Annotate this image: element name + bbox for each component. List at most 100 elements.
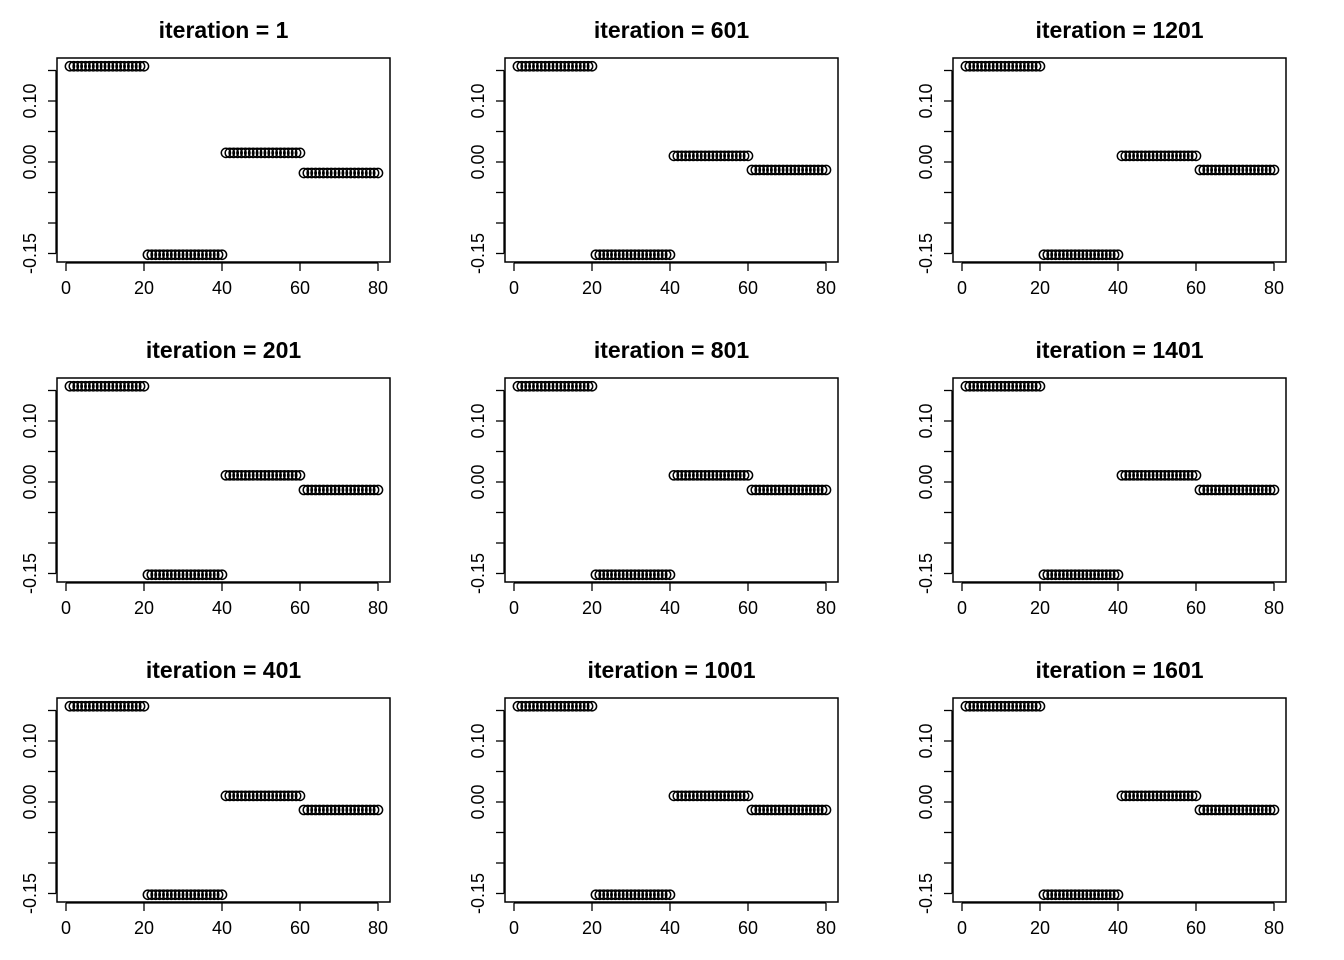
data-point [220, 469, 232, 481]
data-point [742, 790, 754, 802]
data-point [785, 484, 797, 496]
data-point [306, 804, 318, 816]
data-point [1268, 484, 1280, 496]
data-point [672, 469, 684, 481]
data-point [279, 790, 290, 802]
data-point [543, 700, 555, 712]
data-point [1011, 700, 1022, 712]
data-point [1249, 484, 1260, 496]
panel-title: iteration = 1601 [1035, 657, 1203, 683]
data-point [617, 249, 629, 261]
data-point [130, 60, 142, 72]
data-point [240, 790, 251, 802]
data-point [1077, 889, 1089, 901]
data-point [173, 889, 185, 901]
data-point [353, 167, 364, 179]
data-point [535, 60, 547, 72]
data-point [528, 700, 539, 712]
data-point [610, 569, 621, 581]
data-point [318, 167, 329, 179]
data-point [777, 804, 789, 816]
data-point [801, 804, 812, 816]
data-point [820, 164, 832, 176]
data-point [1202, 484, 1214, 496]
data-point [1155, 150, 1167, 162]
data-point [1022, 380, 1034, 392]
data-point [793, 804, 805, 816]
data-point [1217, 164, 1229, 176]
data-point [719, 469, 730, 481]
data-point [1178, 790, 1190, 802]
data-point [138, 60, 150, 72]
data-point [617, 889, 629, 901]
data-point [1046, 249, 1058, 261]
data-point [1026, 700, 1038, 712]
data-point [1030, 700, 1042, 712]
data-point [279, 147, 290, 159]
data-point [251, 790, 263, 802]
data-point [1194, 164, 1206, 176]
data-point [72, 380, 84, 392]
data-point [520, 60, 532, 72]
data-point [1116, 469, 1128, 481]
data-point [995, 380, 1007, 392]
data-point [590, 889, 602, 901]
data-point [119, 700, 130, 712]
x-tick-label: 20 [1030, 278, 1050, 298]
data-point [123, 60, 134, 72]
data-point [177, 889, 189, 901]
data-point [555, 700, 567, 712]
data-point [64, 700, 76, 712]
data-point [72, 60, 84, 72]
data-point [754, 804, 766, 816]
data-point [762, 804, 773, 816]
data-point [1159, 469, 1171, 481]
panel-2: iteration = 601 0 20 40 60 80 -0.15 0.00 0.10 [468, 17, 839, 298]
x-tick-label: 80 [816, 598, 836, 618]
data-point [734, 150, 746, 162]
data-point [551, 60, 563, 72]
data-point [586, 700, 598, 712]
data-point [1007, 380, 1019, 392]
data-point [1268, 804, 1280, 816]
data-point [1171, 150, 1182, 162]
data-point [621, 569, 633, 581]
data-point [738, 469, 750, 481]
data-point [532, 380, 543, 392]
data-point [668, 790, 680, 802]
data-point [99, 700, 111, 712]
data-point [337, 484, 349, 496]
data-point [664, 249, 676, 261]
data-point [173, 249, 185, 261]
x-tick-label: 20 [1030, 598, 1050, 618]
data-point [1038, 569, 1050, 581]
data-point [185, 889, 197, 901]
data-point [699, 790, 711, 802]
data-point [345, 167, 357, 179]
data-point [119, 380, 130, 392]
data-point [769, 484, 781, 496]
data-point [1015, 700, 1026, 712]
data-point [539, 60, 551, 72]
data-point [532, 60, 543, 72]
data-point [162, 569, 173, 581]
data-point [224, 790, 236, 802]
y-tick-label: -0.15 [468, 553, 488, 594]
data-point [220, 790, 232, 802]
data-point [727, 790, 738, 802]
data-point [754, 164, 766, 176]
data-point [1042, 569, 1054, 581]
data-point [987, 380, 999, 392]
data-point [368, 484, 380, 496]
data-point [512, 700, 524, 712]
y-tick-label: 0.00 [20, 784, 40, 819]
data-point [719, 790, 730, 802]
data-point [271, 147, 282, 159]
data-point [138, 380, 150, 392]
data-point [1069, 889, 1081, 901]
x-tick-label: 80 [368, 278, 388, 298]
y-tick-label: 0.00 [916, 144, 936, 179]
panel-title: iteration = 1001 [587, 657, 755, 683]
data-point [1003, 60, 1015, 72]
data-point [1050, 889, 1061, 901]
